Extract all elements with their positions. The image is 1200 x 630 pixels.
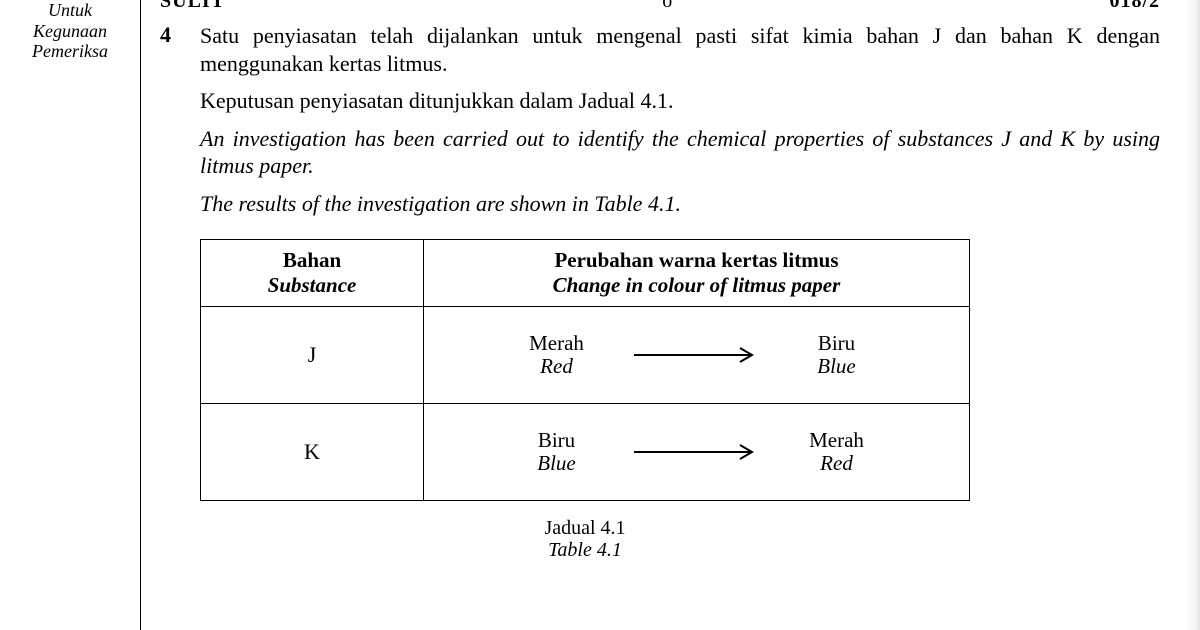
arrow-icon	[632, 443, 762, 461]
question-number: 4	[160, 22, 171, 48]
from-colour: Biru Blue	[512, 429, 602, 475]
col-header-change: Perubahan warna kertas litmus Change in …	[424, 240, 970, 307]
from-colour-en: Blue	[512, 452, 602, 475]
from-colour-en: Red	[512, 355, 602, 378]
sidebar-line: Pemeriksa	[32, 41, 108, 61]
change-cell: Merah Red Biru Blue	[424, 307, 970, 404]
exam-page: Untuk Kegunaan Pemeriksa SULIT o 018/2 4…	[0, 0, 1200, 630]
change-cell: Biru Blue Merah Red	[424, 404, 970, 501]
change-inner: Biru Blue Merah Red	[430, 429, 963, 475]
table-caption-en: Table 4.1	[200, 539, 970, 561]
substance-cell: J	[201, 307, 424, 404]
to-colour: Merah Red	[792, 429, 882, 475]
header-right: 018/2	[1109, 0, 1160, 12]
from-colour: Merah Red	[512, 332, 602, 378]
sidebar-line: Kegunaan	[33, 21, 107, 41]
scan-edge-shadow	[1186, 0, 1200, 630]
to-colour-ms: Biru	[818, 331, 855, 355]
col-header-change-en: Change in colour of litmus paper	[430, 273, 963, 298]
examiner-sidebar: Untuk Kegunaan Pemeriksa	[20, 0, 120, 62]
page-header: SULIT o 018/2	[160, 0, 1160, 12]
table-wrap: Bahan Substance Perubahan warna kertas l…	[200, 239, 970, 501]
to-colour-en: Red	[792, 452, 882, 475]
to-colour-en: Blue	[792, 355, 882, 378]
header-left: SULIT	[160, 0, 225, 12]
question-para-ms2: Keputusan penyiasatan ditunjukkan dalam …	[200, 87, 1160, 115]
substance-cell: K	[201, 404, 424, 501]
question-text: Satu penyiasatan telah dijalankan untuk …	[200, 22, 1160, 217]
to-colour: Biru Blue	[792, 332, 882, 378]
question-para-ms1: Satu penyiasatan telah dijalankan untuk …	[200, 22, 1160, 77]
col-header-substance: Bahan Substance	[201, 240, 424, 307]
table-caption-ms: Jadual 4.1	[544, 517, 625, 539]
col-header-substance-ms: Bahan	[283, 248, 341, 272]
arrow-icon	[632, 346, 762, 364]
from-colour-ms: Merah	[529, 331, 584, 355]
litmus-table: Bahan Substance Perubahan warna kertas l…	[200, 239, 970, 501]
col-header-change-ms: Perubahan warna kertas litmus	[554, 248, 838, 272]
col-header-substance-en: Substance	[207, 273, 417, 298]
table-row: K Biru Blue Merah	[201, 404, 970, 501]
header-mid: o	[662, 0, 672, 12]
sidebar-line: Untuk	[48, 0, 92, 20]
question-para-en1: An investigation has been carried out to…	[200, 125, 1160, 180]
to-colour-ms: Merah	[809, 428, 864, 452]
table-caption: Jadual 4.1 Table 4.1	[200, 517, 970, 561]
question-para-en2: The results of the investigation are sho…	[200, 190, 1160, 218]
question-content: 4 Satu penyiasatan telah dijalankan untu…	[160, 22, 1160, 561]
table-row: J Merah Red Biru	[201, 307, 970, 404]
vertical-separator	[140, 0, 141, 630]
change-inner: Merah Red Biru Blue	[430, 332, 963, 378]
from-colour-ms: Biru	[538, 428, 575, 452]
